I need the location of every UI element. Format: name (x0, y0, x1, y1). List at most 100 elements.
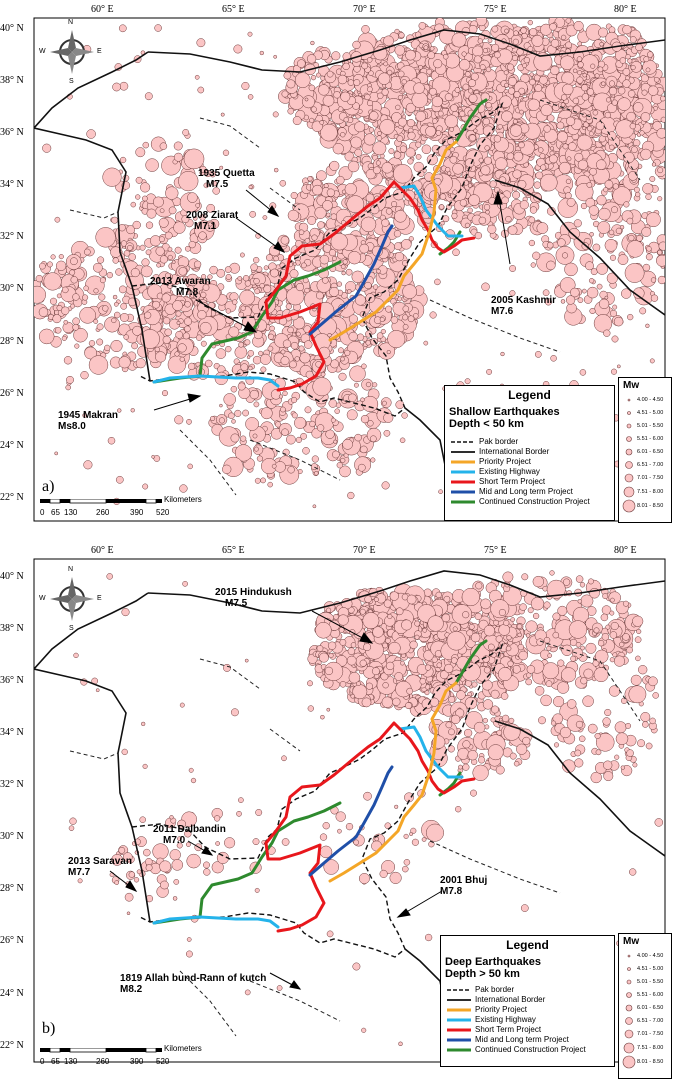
earthquake-marker (167, 246, 173, 252)
legend-item: Mid and Long term Project (479, 487, 573, 496)
earthquake-marker (161, 293, 171, 303)
earthquake-marker (144, 311, 152, 319)
earthquake-marker (336, 462, 343, 469)
earthquake-marker (393, 164, 413, 184)
earthquake-marker (365, 682, 373, 690)
magnitude-class-label: 7.01 - 7.50 (637, 475, 664, 481)
earthquake-marker (281, 90, 289, 98)
earthquake-marker (126, 225, 136, 235)
earthquake-marker (168, 206, 177, 215)
earthquake-marker (560, 34, 567, 41)
earthquake-marker (466, 629, 474, 637)
earthquake-marker (532, 612, 540, 620)
earthquake-marker (379, 119, 396, 135)
earthquake-marker (494, 51, 501, 59)
earthquake-marker (550, 355, 557, 362)
earthquake-marker (511, 54, 519, 62)
earthquake-marker (603, 187, 609, 193)
earthquake-marker (96, 323, 104, 331)
earthquake-marker (253, 446, 259, 452)
earthquake-marker (577, 41, 583, 47)
earthquake-marker (178, 171, 199, 192)
earthquake-marker (609, 309, 618, 317)
earthquake-marker (451, 212, 458, 219)
earthquake-marker (159, 142, 168, 150)
earthquake-marker (612, 183, 619, 190)
earthquake-marker (640, 148, 652, 160)
earthquake-marker (401, 79, 407, 85)
earthquake-marker (270, 268, 279, 278)
earthquake-marker (292, 317, 306, 330)
earthquake-marker (347, 79, 355, 86)
earthquake-marker (452, 189, 458, 195)
earthquake-marker (626, 240, 644, 258)
earthquake-marker (70, 303, 76, 309)
earthquake-marker (256, 455, 263, 462)
scale-bar: Kilometers 0 65 130 260 390 520 (40, 495, 290, 521)
earthquake-marker (549, 23, 557, 31)
earthquake-marker (634, 636, 642, 644)
earthquake-marker (225, 273, 232, 280)
earthquake-marker (82, 294, 89, 301)
earthquake-marker (142, 195, 148, 202)
earthquake-marker (425, 125, 436, 137)
earthquake-marker (315, 291, 324, 300)
earthquake-marker (342, 259, 348, 265)
earthquake-marker (311, 455, 319, 463)
earthquake-marker (306, 54, 317, 64)
earthquake-marker (619, 57, 627, 64)
earthquake-marker (299, 352, 311, 364)
earthquake-marker (193, 292, 201, 300)
earthquake-marker (361, 363, 367, 370)
earthquake-marker (598, 27, 608, 38)
earthquake-marker (474, 231, 483, 240)
earthquake-marker (565, 18, 572, 24)
panel-a: N S E W 60° E 65° E 70° E 75° E 80° E 40… (0, 4, 672, 523)
earthquake-marker (161, 390, 169, 397)
earthquake-marker (580, 677, 588, 685)
earthquake-marker (86, 129, 96, 139)
earthquake-marker (557, 238, 566, 247)
earthquake-marker (649, 358, 655, 364)
earthquake-marker (146, 208, 157, 219)
earthquake-marker (609, 144, 615, 150)
earthquake-marker (177, 343, 187, 353)
earthquake-marker (405, 147, 416, 158)
earthquake-marker (212, 187, 220, 195)
earthquake-marker (199, 165, 207, 173)
earthquake-marker (459, 110, 466, 117)
earthquake-marker (308, 84, 316, 92)
earthquake-marker (115, 475, 124, 484)
magnitude-symbol (622, 499, 636, 513)
earthquake-marker (196, 38, 206, 48)
earthquake-marker (592, 109, 599, 116)
earthquake-marker (407, 315, 415, 323)
earthquake-marker (501, 110, 513, 123)
earthquake-marker (387, 330, 406, 349)
earthquake-marker (640, 112, 651, 122)
earthquake-marker (529, 28, 538, 37)
earthquake-marker (494, 157, 508, 171)
earthquake-marker (394, 45, 406, 56)
earthquake-marker (424, 690, 430, 696)
earthquake-marker (475, 582, 483, 590)
earthquake-marker (293, 262, 297, 266)
earthquake-marker (527, 98, 540, 111)
earthquake-marker (119, 313, 129, 322)
earthquake-marker (239, 252, 245, 258)
earthquake-marker (267, 481, 273, 488)
earthquake-marker (225, 345, 232, 353)
magnitude-symbol (626, 436, 632, 442)
earthquake-marker (432, 118, 438, 124)
earthquake-marker (636, 628, 642, 635)
lat-label: 32° N (0, 231, 24, 242)
earthquake-marker (549, 146, 555, 151)
earthquake-marker (54, 327, 62, 334)
earthquake-marker (365, 381, 372, 388)
earthquake-marker (461, 27, 471, 36)
earthquake-marker (633, 186, 640, 193)
earthquake-marker (312, 504, 317, 509)
earthquake-marker (309, 420, 316, 428)
earthquake-marker (631, 146, 638, 154)
earthquake-marker (118, 285, 127, 294)
